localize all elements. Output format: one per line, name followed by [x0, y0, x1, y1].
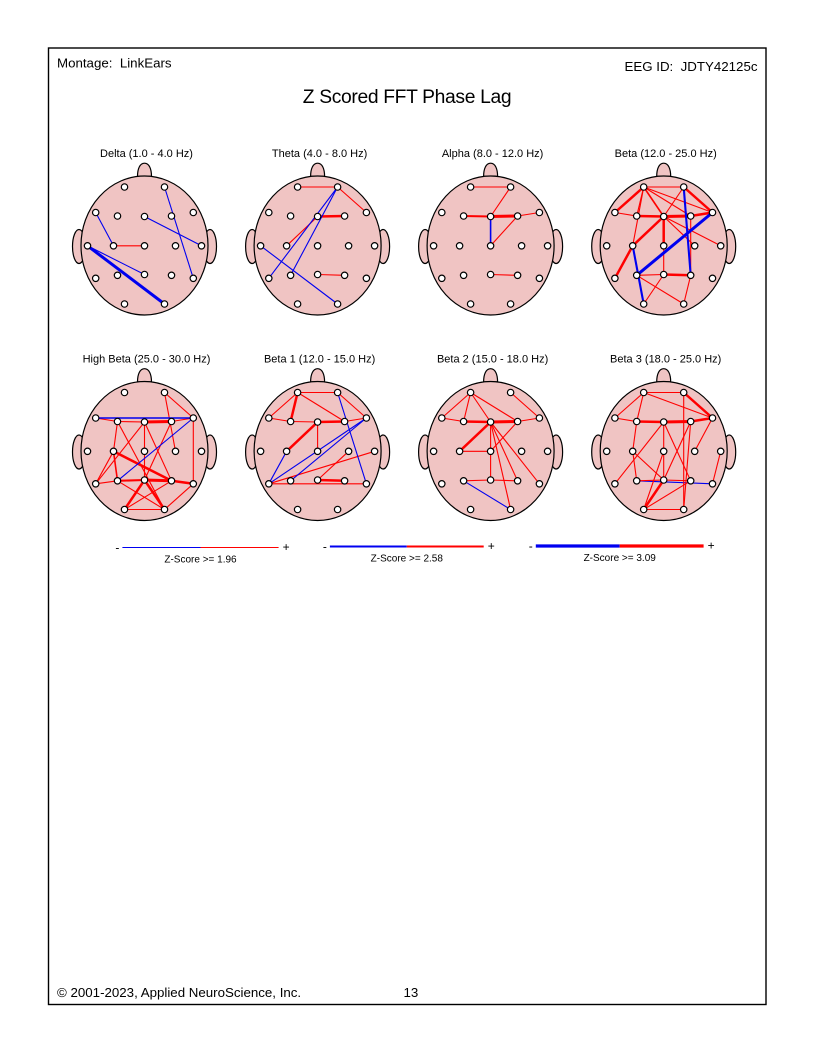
svg-text:Z-Score >= 3.09: Z-Score >= 3.09 [584, 553, 657, 564]
svg-text:-: - [529, 539, 533, 553]
svg-text:© 2001-2023, Applied NeuroScie: © 2001-2023, Applied NeuroScience, Inc. [57, 985, 301, 1000]
svg-text:Montage: LinkEars: Montage: LinkEars [57, 56, 172, 71]
svg-text:-: - [115, 541, 119, 555]
svg-text:Theta (4.0 - 8.0 Hz): Theta (4.0 - 8.0 Hz) [272, 148, 367, 160]
svg-text:13: 13 [404, 985, 419, 1000]
svg-text:Delta (1.0 - 4.0 Hz): Delta (1.0 - 4.0 Hz) [100, 148, 193, 160]
svg-text:Alpha (8.0 - 12.0 Hz): Alpha (8.0 - 12.0 Hz) [442, 148, 544, 160]
svg-text:EEG ID: JDTY42125c: EEG ID: JDTY42125c [624, 59, 757, 74]
svg-text:Beta 2 (15.0 - 18.0 Hz): Beta 2 (15.0 - 18.0 Hz) [437, 354, 548, 366]
svg-text:+: + [708, 539, 715, 553]
svg-text:High Beta (25.0 - 30.0 Hz): High Beta (25.0 - 30.0 Hz) [83, 354, 211, 366]
svg-text:-: - [323, 540, 327, 554]
svg-text:Beta (12.0 - 25.0 Hz): Beta (12.0 - 25.0 Hz) [615, 148, 717, 160]
svg-text:+: + [283, 540, 290, 554]
svg-text:Z Scored FFT Phase Lag: Z Scored FFT Phase Lag [303, 87, 511, 108]
svg-text:Z-Score >= 2.58: Z-Score >= 2.58 [371, 554, 444, 565]
svg-text:+: + [488, 539, 495, 553]
svg-text:Z-Score >= 1.96: Z-Score >= 1.96 [164, 555, 237, 566]
svg-text:Beta 1 (12.0 - 15.0 Hz): Beta 1 (12.0 - 15.0 Hz) [264, 354, 375, 366]
svg-text:Beta 3 (18.0 - 25.0 Hz): Beta 3 (18.0 - 25.0 Hz) [610, 354, 721, 366]
